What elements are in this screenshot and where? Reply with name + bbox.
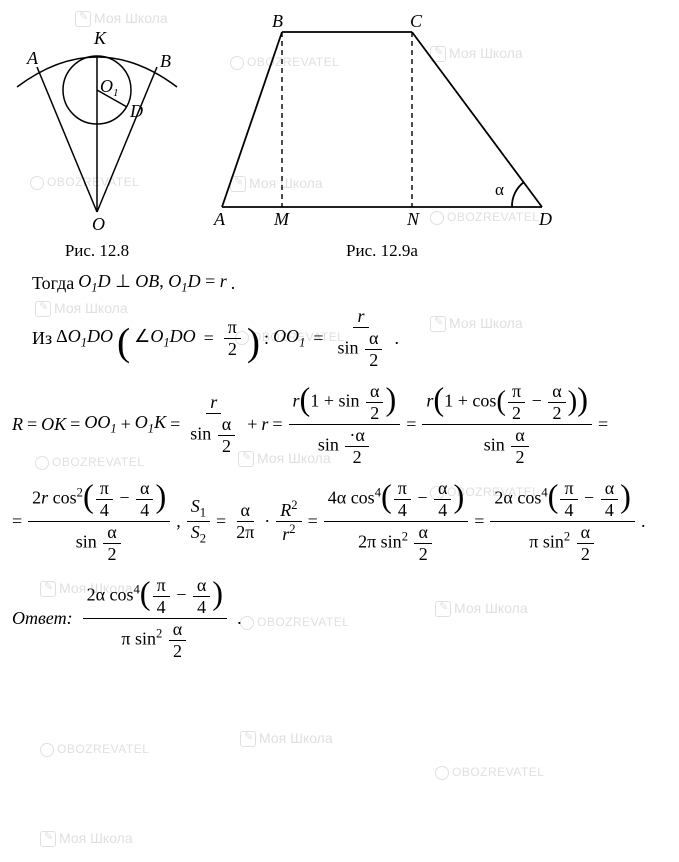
text-iz: Из ΔO1DO ( ∠O1DO = π2 ) : OO1 = r sin α2… [32,306,667,371]
text-togda: Тогда O1D ⊥ OB, O1D = r . [32,271,667,296]
label-N: N [406,209,420,229]
figures-row: A K B O1 D O Рис. 12.8 A B C D M [12,12,667,261]
equation-R-chain-2: = 2r cos2(π4 − α4) sin α2 , S1 S2 = α 2π… [12,478,667,565]
label-D: D [538,209,552,229]
label-K: K [93,28,107,48]
label-B: B [272,12,283,31]
equation-R-chain: R = OK = OO1 + O1K = r sin α2 + r = r(1 … [12,381,667,468]
answer-label: Ответ: [12,608,73,629]
label-A: A [26,48,39,68]
label-A: A [213,209,226,229]
iz-label: Из [32,328,52,349]
togda-label: Тогда [32,273,74,294]
figure-12-9a: A B C D M N α Рис. 12.9а [212,12,552,261]
geometry-circle-icon: A K B O1 D O [12,12,182,232]
label-M: M [273,209,290,229]
figure-12-8: A K B O1 D O Рис. 12.8 [12,12,182,261]
label-O: O [92,214,105,232]
label-alpha: α [495,180,504,199]
label-B: B [160,51,171,71]
answer-row: Ответ: 2α cos4(π4 − α4) π sin2 α2 . [12,575,667,662]
geometry-trapezoid-icon: A B C D M N α [212,12,552,232]
figure-caption-1: Рис. 12.8 [12,241,182,261]
figure-caption-2: Рис. 12.9а [212,241,552,261]
label-D: D [129,101,143,121]
label-C: C [410,12,423,31]
label-O1: O1 [100,76,119,99]
